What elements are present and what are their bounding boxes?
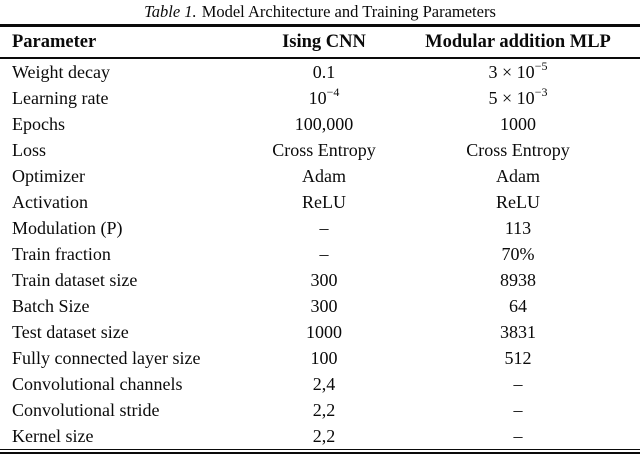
param-cell: Epochs: [12, 113, 65, 134]
param-cell: Convolutional channels: [12, 373, 183, 394]
ising-value-cell: 2,4: [312, 373, 336, 394]
param-cell: Learning rate: [12, 87, 109, 108]
ising-value-cell: 300: [310, 269, 338, 290]
table-caption-title: Model Architecture and Training Paramete…: [201, 2, 496, 21]
mlp-value-cell: 1000: [500, 113, 536, 134]
column-header-ising-cnn: Ising CNN: [282, 31, 366, 52]
mlp-value-cell: –: [513, 399, 523, 420]
table-row: Batch Size 300 64: [0, 293, 640, 319]
mlp-value-cell: ReLU: [496, 191, 540, 212]
param-cell: Train fraction: [12, 243, 111, 264]
param-cell: Modulation (P): [12, 217, 123, 238]
table-row: Train dataset size 300 8938: [0, 267, 640, 293]
mlp-value-cell: 3 × 10−5: [488, 58, 548, 82]
table-row: Fully connected layer size 100 512: [0, 345, 640, 371]
ising-value-cell: Cross Entropy: [272, 139, 376, 160]
param-cell: Kernel size: [12, 425, 94, 446]
mlp-value-cell: 64: [509, 295, 527, 316]
table-row: Convolutional channels 2,4 –: [0, 371, 640, 397]
param-cell: Activation: [12, 191, 88, 212]
param-cell: Optimizer: [12, 165, 85, 186]
table-row: Modulation (P) – 113: [0, 215, 640, 241]
table-row: Optimizer Adam Adam: [0, 163, 640, 189]
table-row: Test dataset size 1000 3831: [0, 319, 640, 345]
table-top-rule: [0, 24, 640, 27]
mlp-value-cell: Adam: [496, 165, 540, 186]
table-bottom-rule: [0, 449, 640, 454]
table-row: Activation ReLU ReLU: [0, 189, 640, 215]
mlp-value-cell: Cross Entropy: [466, 139, 570, 160]
param-cell: Loss: [12, 139, 47, 160]
mlp-value-cell: 70%: [501, 243, 535, 264]
ising-value-cell: 300: [310, 295, 338, 316]
ising-value-cell: 10−4: [308, 84, 340, 108]
param-cell: Weight decay: [12, 61, 111, 82]
table-caption-number: Table 1.: [144, 2, 197, 21]
column-header-modular-addition-mlp: Modular addition MLP: [425, 31, 611, 52]
param-cell: Batch Size: [12, 295, 90, 316]
table-row: Learning rate 10−4 5 × 10−3: [0, 85, 640, 111]
exponent: −4: [326, 84, 340, 99]
exponent: −5: [534, 58, 548, 73]
ising-value-cell: 2,2: [312, 425, 336, 446]
param-cell: Train dataset size: [12, 269, 138, 290]
ising-value-cell: Adam: [302, 165, 346, 186]
table-body: Weight decay 0.1 3 × 10−5 Learning rate …: [0, 59, 640, 449]
mlp-value-cell: –: [513, 373, 523, 394]
mlp-value-cell: 512: [504, 347, 532, 368]
table-row: Loss Cross Entropy Cross Entropy: [0, 137, 640, 163]
ising-value-cell: 1000: [306, 321, 342, 342]
ising-value-cell: 2,2: [312, 399, 336, 420]
column-header-parameter: Parameter: [12, 31, 97, 52]
ising-value-cell: 0.1: [312, 61, 336, 82]
mlp-value-cell: 5 × 10−3: [488, 84, 548, 108]
table-row: Epochs 100,000 1000: [0, 111, 640, 137]
table-row: Kernel size 2,2 –: [0, 423, 640, 449]
table-header-row: Parameter Ising CNN Modular addition MLP: [0, 27, 640, 57]
table-row: Weight decay 0.1 3 × 10−5: [0, 59, 640, 85]
ising-value-cell: 100,000: [294, 113, 354, 134]
param-cell: Fully connected layer size: [12, 347, 201, 368]
ising-value-cell: –: [319, 243, 329, 264]
mlp-value-cell: –: [513, 425, 523, 446]
exponent: −3: [534, 84, 548, 99]
table-header-rule: [0, 57, 640, 59]
table-caption: Table 1. Model Architecture and Training …: [0, 0, 640, 24]
ising-value-cell: –: [319, 217, 329, 238]
ising-value-cell: 100: [310, 347, 338, 368]
table-row: Train fraction – 70%: [0, 241, 640, 267]
mlp-value-cell: 8938: [500, 269, 536, 290]
mlp-value-cell: 3831: [500, 321, 536, 342]
param-cell: Convolutional stride: [12, 399, 160, 420]
mlp-value-cell: 113: [504, 217, 532, 238]
table-row: Convolutional stride 2,2 –: [0, 397, 640, 423]
param-cell: Test dataset size: [12, 321, 129, 342]
ising-value-cell: ReLU: [302, 191, 346, 212]
